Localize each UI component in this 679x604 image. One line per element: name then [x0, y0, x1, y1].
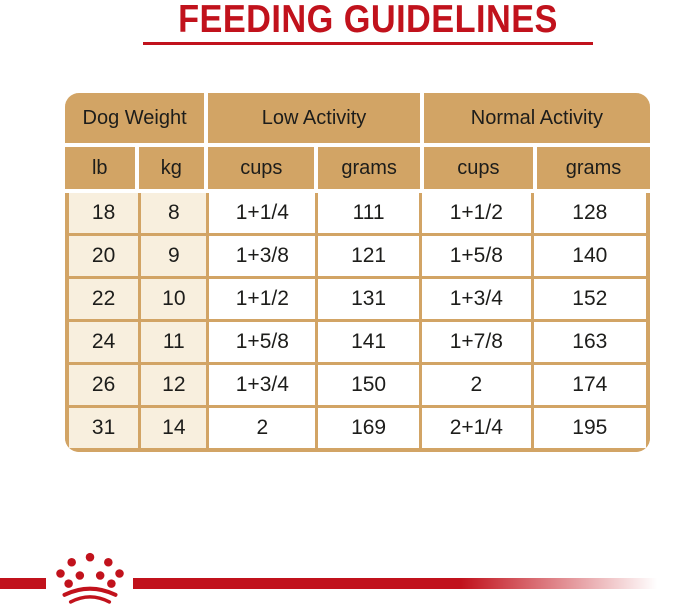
- table-cell: 12: [141, 365, 207, 405]
- table-cell: 24: [69, 322, 139, 362]
- table-cell: 111: [318, 193, 420, 233]
- table-cell: 1+3/4: [422, 279, 531, 319]
- table-cell: 22: [69, 279, 139, 319]
- table-cell: 10: [141, 279, 207, 319]
- table-cell: 140: [533, 236, 646, 276]
- table-cell: 150: [318, 365, 420, 405]
- table-cell: 128: [533, 193, 646, 233]
- header-low-cups: cups: [208, 147, 315, 189]
- header-kg: kg: [138, 147, 205, 189]
- table-cell: 31: [69, 408, 139, 448]
- table-cell: 1+1/2: [422, 193, 531, 233]
- table-cell: 131: [318, 279, 420, 319]
- table-cell: 14: [141, 408, 207, 448]
- table-cell: 163: [533, 322, 646, 362]
- table-body: 18 8 1+1/4 111 1+1/2 128 20 9 1+3/8 121 1+5/8 140 22…: [65, 189, 650, 452]
- header-low-grams: grams: [318, 147, 420, 189]
- table-cell: 141: [318, 322, 420, 362]
- footer-red-bar-right: [133, 578, 679, 589]
- table-cell: 195: [533, 408, 646, 448]
- footer-red-bar-left: [0, 578, 46, 589]
- table-cell: 1+5/8: [422, 236, 531, 276]
- table-cell: 1+3/4: [209, 365, 316, 405]
- page-title: FEEDING GUIDELINES: [178, 0, 558, 41]
- table-cell: 11: [141, 322, 207, 362]
- table-cell: 1+5/8: [209, 322, 316, 362]
- table-cell: 2: [422, 365, 531, 405]
- table-cell: 121: [318, 236, 420, 276]
- table-cell: 26: [69, 365, 139, 405]
- header-low-activity: Low Activity: [208, 93, 420, 143]
- table-cell: 1+3/8: [209, 236, 316, 276]
- header-normal-grams: grams: [537, 147, 650, 189]
- header-normal-activity: Normal Activity: [423, 93, 650, 143]
- header-normal-cups: cups: [423, 147, 533, 189]
- table-cell: 1+1/2: [209, 279, 316, 319]
- title-underline: [143, 42, 593, 45]
- header-dog-weight: Dog Weight: [65, 93, 205, 143]
- table-cell: 169: [318, 408, 420, 448]
- table-cell: 1+7/8: [422, 322, 531, 362]
- royal-canin-crown-logo: [56, 552, 124, 604]
- table-cell: 2+1/4: [422, 408, 531, 448]
- table-cell: 152: [533, 279, 646, 319]
- table-cell: 20: [69, 236, 139, 276]
- table-cell: 18: [69, 193, 139, 233]
- table-cell: 2: [209, 408, 316, 448]
- table-header: Dog Weight Low Activity Normal Activity …: [65, 93, 650, 189]
- header-lb: lb: [65, 147, 135, 189]
- table-cell: 9: [141, 236, 207, 276]
- feeding-table: Dog Weight Low Activity Normal Activity …: [65, 93, 650, 452]
- table-cell: 8: [141, 193, 207, 233]
- table-cell: 174: [533, 365, 646, 405]
- table-cell: 1+1/4: [209, 193, 316, 233]
